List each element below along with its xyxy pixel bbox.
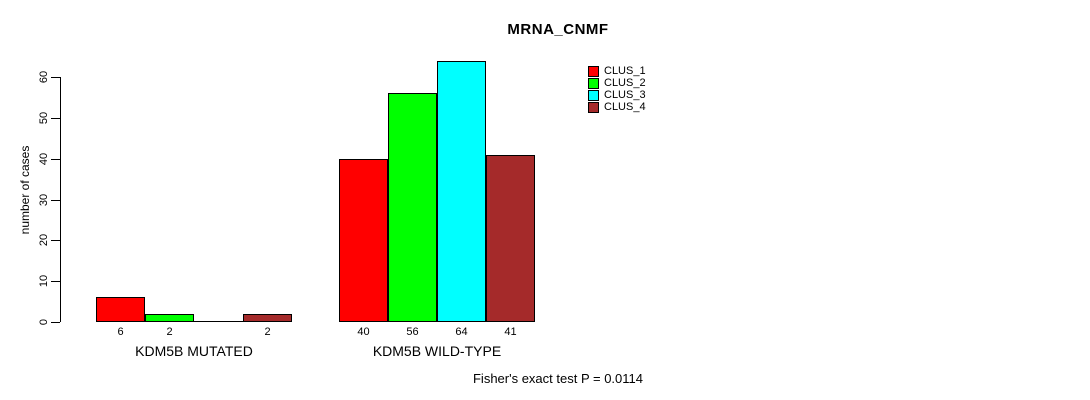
bar-clus_2 bbox=[145, 314, 194, 322]
legend: CLUS_1 CLUS_2 CLUS_3 CLUS_4 bbox=[588, 65, 646, 113]
y-axis-line bbox=[60, 77, 61, 322]
legend-item: CLUS_2 bbox=[588, 77, 646, 89]
bar-value-label: 40 bbox=[357, 326, 370, 338]
chart-title: MRNA_CNMF bbox=[507, 21, 609, 38]
y-tick-label: 30 bbox=[38, 193, 50, 207]
bar-value-label: 2 bbox=[264, 326, 271, 338]
y-tick-label: 60 bbox=[38, 70, 50, 84]
y-tick bbox=[51, 281, 60, 282]
legend-swatch bbox=[588, 65, 599, 77]
bar-value-label: 2 bbox=[166, 326, 173, 338]
bar-value-label: 41 bbox=[504, 326, 517, 338]
legend-swatch bbox=[588, 101, 599, 113]
legend-label: CLUS_1 bbox=[604, 65, 646, 77]
y-tick bbox=[51, 200, 60, 201]
y-tick-label: 0 bbox=[38, 318, 50, 326]
y-tick-label: 50 bbox=[38, 111, 50, 125]
bar-clus_1 bbox=[339, 159, 388, 322]
y-axis-label: number of cases bbox=[18, 145, 32, 235]
bar-value-label: 64 bbox=[455, 326, 468, 338]
x-category-label: KDM5B WILD-TYPE bbox=[372, 343, 502, 359]
bar-clus_3 bbox=[437, 61, 486, 322]
y-tick bbox=[51, 118, 60, 119]
legend-label: CLUS_4 bbox=[604, 101, 646, 113]
legend-swatch bbox=[588, 89, 599, 101]
y-tick-label: 20 bbox=[38, 233, 50, 247]
y-tick-label: 10 bbox=[38, 274, 50, 288]
y-tick bbox=[51, 240, 60, 241]
legend-item: CLUS_1 bbox=[588, 65, 646, 77]
legend-label: CLUS_2 bbox=[604, 77, 646, 89]
legend-item: CLUS_4 bbox=[588, 101, 646, 113]
legend-label: CLUS_3 bbox=[604, 89, 646, 101]
stat-annotation: Fisher's exact test P = 0.0114 bbox=[472, 371, 643, 386]
bar-clus_2 bbox=[388, 93, 437, 322]
bar-clus_4 bbox=[243, 314, 292, 322]
bar-clus_3-zero bbox=[194, 321, 243, 322]
y-tick bbox=[51, 77, 60, 78]
x-category-label: KDM5B MUTATED bbox=[135, 343, 253, 359]
bar-clus_4 bbox=[486, 155, 535, 322]
legend-item: CLUS_3 bbox=[588, 89, 646, 101]
legend-swatch bbox=[588, 77, 599, 89]
bar-clus_1 bbox=[96, 297, 145, 322]
bar-value-label: 56 bbox=[406, 326, 419, 338]
y-tick bbox=[51, 322, 60, 323]
bar-value-label: 6 bbox=[117, 326, 124, 338]
y-tick bbox=[51, 159, 60, 160]
y-tick-label: 40 bbox=[38, 152, 50, 166]
